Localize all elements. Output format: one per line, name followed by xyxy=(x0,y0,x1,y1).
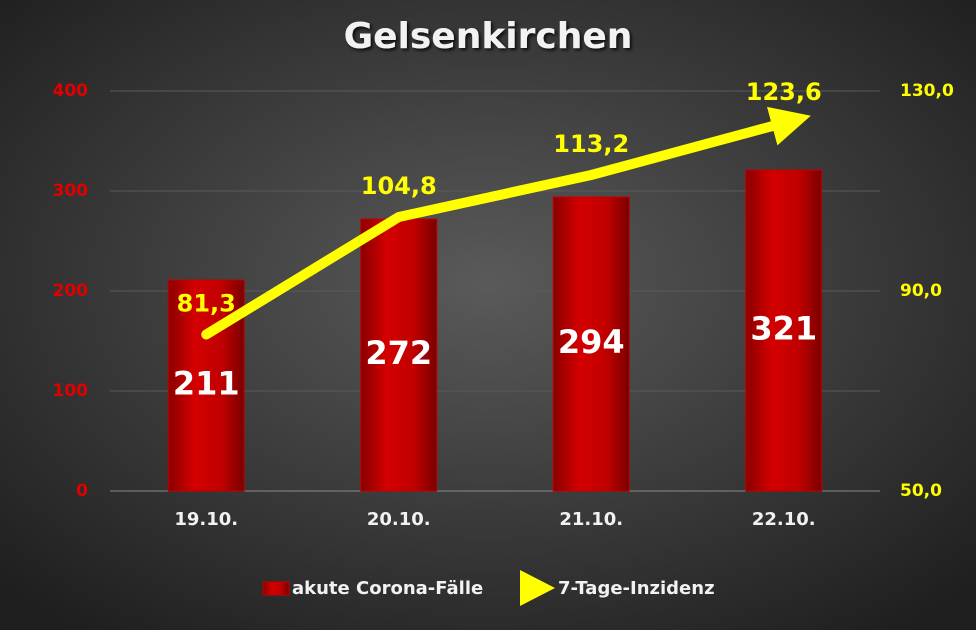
bar xyxy=(360,218,438,492)
x-tick-label: 22.10. xyxy=(752,509,816,530)
line xyxy=(201,106,811,340)
x-tick-label: 21.10. xyxy=(559,509,623,530)
chart-title: Gelsenkirchen xyxy=(344,16,633,57)
y-tick-label: 200 xyxy=(53,281,89,301)
bar-value-label: 272 xyxy=(365,334,432,372)
line-value-label: 113,2 xyxy=(553,130,629,158)
y-tick-label: 300 xyxy=(53,181,89,201)
y-tick-label: 100 xyxy=(53,381,89,401)
bar-value-label: 321 xyxy=(750,310,817,348)
bar xyxy=(745,169,823,492)
line-value-label: 123,6 xyxy=(746,78,822,106)
legend-label: akute Corona-Fälle xyxy=(292,578,483,599)
bar xyxy=(552,196,630,492)
bar-value-label: 211 xyxy=(173,365,240,403)
bar-value-label: 294 xyxy=(558,323,625,361)
y-tick-label: 0 xyxy=(76,481,88,501)
line-value-label: 81,3 xyxy=(177,290,236,318)
legend-label: 7-Tage-Inzidenz xyxy=(558,578,715,599)
y2-tick-label: 130,0 xyxy=(900,81,954,101)
legend-swatch xyxy=(262,581,290,596)
legend-swatch xyxy=(520,570,555,606)
y2-tick-label: 90,0 xyxy=(900,281,942,301)
line-value-label: 104,8 xyxy=(361,172,437,200)
x-tick-label: 19.10. xyxy=(174,509,238,530)
x-tick-label: 20.10. xyxy=(367,509,431,530)
y-tick-label: 400 xyxy=(53,81,89,101)
y2-tick-label: 50,0 xyxy=(900,481,942,501)
